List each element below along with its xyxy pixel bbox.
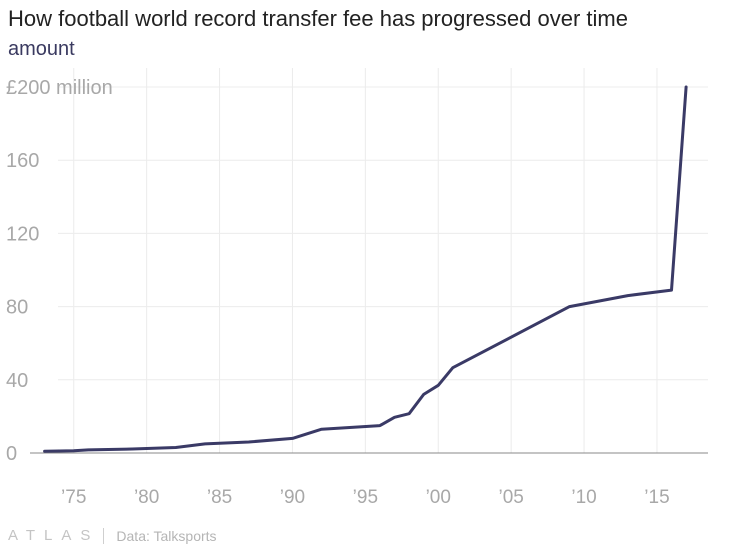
x-tick-label: ’95 (353, 487, 378, 508)
vertical-gridlines (73, 68, 658, 453)
y-tick-label: 120 (6, 223, 39, 245)
x-tick-label: ’10 (571, 487, 596, 508)
x-tick-label: ’00 (426, 487, 451, 508)
x-tick-label: ’15 (644, 487, 669, 508)
y-tick-label: £200 million (6, 77, 113, 99)
x-tick-label: ’90 (280, 487, 305, 508)
series-group (43, 85, 688, 453)
footer: ATLAS Data: Talksports (8, 527, 217, 544)
data-source: Data: Talksports (116, 527, 217, 544)
y-tick-label: 80 (6, 297, 28, 319)
y-tick-label: 40 (6, 370, 28, 392)
chart-subtitle: amount (8, 38, 75, 60)
y-axis-tick-labels: 0 40 80 120 160 £200 million (6, 77, 113, 465)
x-tick-label: ’75 (61, 487, 86, 508)
y-tick-label: 160 (6, 150, 39, 172)
x-axis-tick-labels: ’75 ’80 ’85 ’90 ’95 ’00 ’05 ’10 ’15 (61, 487, 670, 508)
chart-title: How football world record transfer fee h… (8, 6, 628, 31)
x-tick-label: ’80 (134, 487, 159, 508)
footer-divider (103, 527, 105, 544)
y-tick-label: 0 (6, 443, 17, 465)
x-tick-label: ’85 (207, 487, 232, 508)
horizontal-gridlines (30, 86, 708, 454)
brand-logo: ATLAS (8, 527, 100, 544)
x-tick-label: ’05 (498, 487, 523, 508)
